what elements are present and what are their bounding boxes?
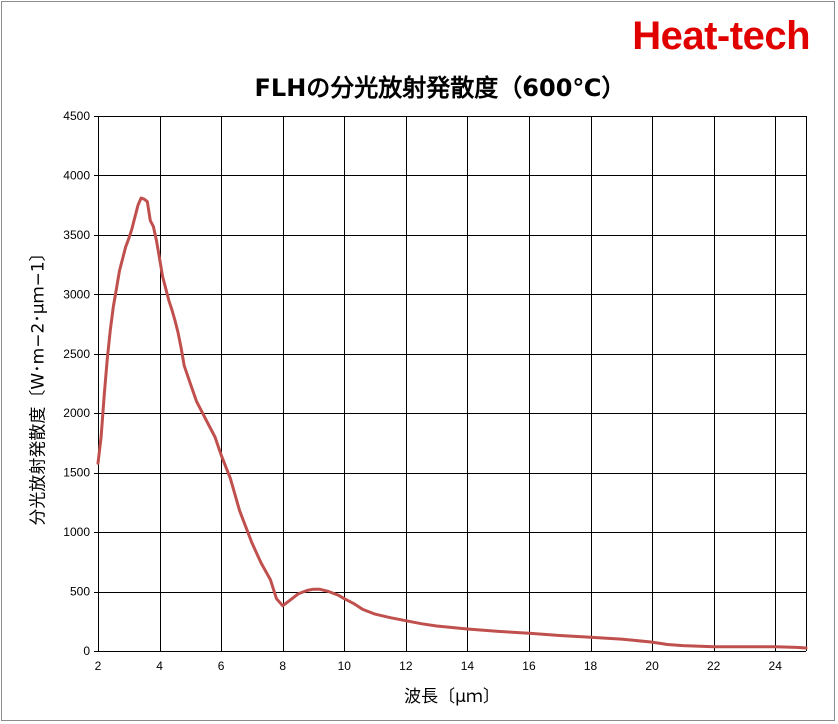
y-tick-label: 1000 <box>63 525 90 539</box>
x-tick-label: 4 <box>156 659 163 673</box>
x-tick-label: 12 <box>399 659 413 673</box>
y-tick-label: 4500 <box>63 109 90 123</box>
x-tick-label: 6 <box>218 659 225 673</box>
series-line <box>96 196 808 650</box>
x-tick-label: 14 <box>461 659 475 673</box>
x-tick-label: 24 <box>769 659 783 673</box>
y-tick-label: 500 <box>70 585 90 599</box>
y-tick-label: 3500 <box>63 228 90 242</box>
x-tick-label: 16 <box>522 659 536 673</box>
x-tick-label: 2 <box>95 659 102 673</box>
y-tick-label: 1500 <box>63 466 90 480</box>
chart-title: FLHの分光放射発散度（600℃） <box>254 74 626 102</box>
y-tick-label: 2000 <box>63 406 90 420</box>
x-tick-label: 8 <box>279 659 286 673</box>
y-tick-label: 4000 <box>63 168 90 182</box>
y-tick-label: 2500 <box>63 347 90 361</box>
heat-tech-logo: Heat-tech <box>632 14 810 58</box>
y-tick-label: 0 <box>83 644 90 658</box>
grid <box>94 116 807 652</box>
x-tick-label: 18 <box>584 659 598 673</box>
series-layer <box>96 196 808 650</box>
y-tick-label: 3000 <box>63 287 90 301</box>
x-tick-label: 10 <box>338 659 352 673</box>
x-tick-label: 22 <box>707 659 721 673</box>
x-tick-label: 20 <box>645 659 659 673</box>
x-axis-label: 波長〔μｍ〕 <box>404 687 500 707</box>
